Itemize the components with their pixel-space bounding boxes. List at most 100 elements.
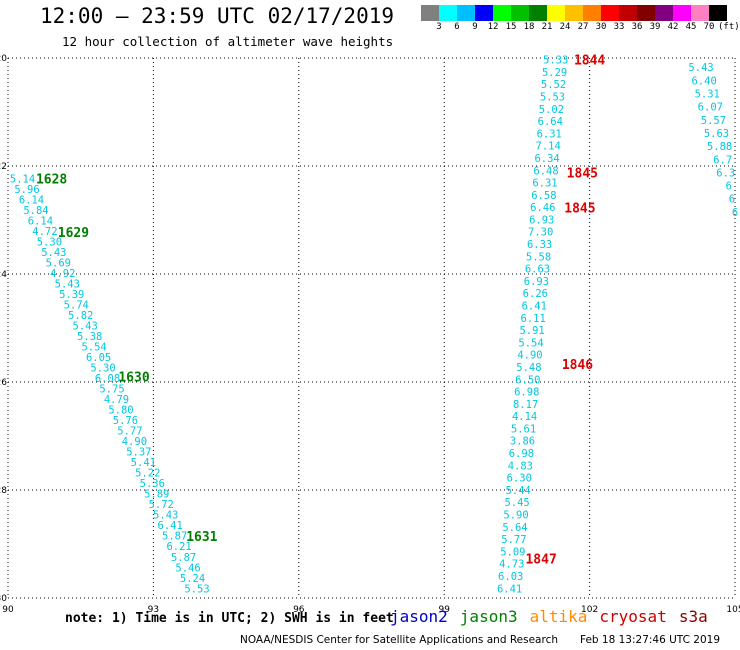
y-tick-label: -22 bbox=[0, 162, 7, 172]
swh-value: 6.40 bbox=[692, 75, 717, 87]
swh-value: 6.14 bbox=[19, 194, 44, 206]
swh-value: 5.31 bbox=[695, 88, 720, 100]
x-tick-label: 93 bbox=[148, 605, 159, 615]
swh-value: 7.30 bbox=[528, 227, 553, 239]
swh-value: 5.58 bbox=[526, 251, 551, 263]
color-swatch bbox=[547, 5, 565, 21]
color-swatch bbox=[439, 5, 457, 21]
time-label: 1631 bbox=[186, 530, 217, 545]
swh-value: 4.90 bbox=[122, 436, 147, 448]
legend-item: jason3 bbox=[459, 607, 518, 626]
swh-value: 5.09 bbox=[500, 546, 525, 558]
swh-value: 5.30 bbox=[37, 236, 62, 248]
color-scale-label: 42 bbox=[667, 22, 679, 32]
color-scale-label: 36 bbox=[631, 22, 643, 32]
swh-value: 5.22 bbox=[135, 468, 160, 480]
swh-value: 6.41 bbox=[522, 301, 547, 313]
color-swatch bbox=[709, 5, 727, 21]
swh-value: 6.07 bbox=[698, 102, 723, 114]
swh-value: 4.83 bbox=[508, 460, 533, 472]
time-label: 1629 bbox=[58, 226, 89, 241]
color-scale-label: 33 bbox=[613, 22, 625, 32]
swh-value: 6.30 bbox=[507, 473, 532, 485]
color-swatch bbox=[637, 5, 655, 21]
swh-value: 5.24 bbox=[180, 573, 205, 585]
swh-value: 5.41 bbox=[131, 457, 156, 469]
swh-value: 5.53 bbox=[540, 92, 565, 104]
swh-value: 5.87 bbox=[171, 552, 196, 564]
swh-value: 7.14 bbox=[536, 141, 561, 153]
swh-value: 5.90 bbox=[503, 510, 528, 522]
color-swatch bbox=[691, 5, 709, 21]
legend-item: altika bbox=[529, 607, 588, 626]
legend-item: cryosat bbox=[599, 607, 667, 626]
color-scale-label: 30 bbox=[595, 22, 607, 32]
swh-value: 5.43 bbox=[153, 510, 178, 522]
color-scale-label: (ft) bbox=[718, 22, 740, 32]
swh-value: 5.82 bbox=[68, 310, 93, 322]
y-tick-label: -26 bbox=[0, 378, 7, 388]
swh-value: 5.38 bbox=[77, 331, 102, 343]
swh-value: 5.48 bbox=[516, 362, 541, 374]
swh-value: 5.54 bbox=[518, 337, 543, 349]
y-tick-label: -30 bbox=[0, 594, 7, 604]
swh-value: 5.76 bbox=[113, 415, 138, 427]
color-swatch bbox=[601, 5, 619, 21]
swh-value: 5.87 bbox=[162, 531, 187, 543]
time-label: 1845 bbox=[564, 202, 595, 217]
swh-value: 5.53 bbox=[184, 583, 209, 595]
swh-value: 5.43 bbox=[688, 62, 713, 74]
swh-value: 5.14 bbox=[10, 173, 35, 185]
swh-value: 6.58 bbox=[531, 190, 556, 202]
footer-note: note: 1) Time is in UTC; 2) SWH is in fe… bbox=[65, 611, 394, 626]
swh-value: 6.05 bbox=[86, 352, 111, 364]
time-label: 1844 bbox=[574, 54, 605, 69]
color-scale-label: 9 bbox=[472, 22, 478, 32]
swh-value: 6.14 bbox=[28, 215, 53, 227]
swh-value: 6.34 bbox=[534, 153, 559, 165]
legend-item: jason2 bbox=[390, 607, 448, 626]
color-swatch bbox=[655, 5, 673, 21]
swh-value: 6.46 bbox=[530, 202, 555, 214]
color-scale-label: 70 bbox=[703, 22, 715, 32]
color-scale-label: 15 bbox=[505, 22, 517, 32]
swh-value: 6.03 bbox=[498, 571, 523, 583]
color-scale-label: 3 bbox=[436, 22, 442, 32]
swh-value: 3.86 bbox=[510, 436, 535, 448]
credit-text: NOAA/NESDIS Center for Satellite Applica… bbox=[240, 634, 558, 646]
color-swatch bbox=[511, 5, 529, 21]
color-swatch bbox=[475, 5, 493, 21]
time-label: 1845 bbox=[567, 166, 598, 181]
swh-value: 6.08 bbox=[95, 373, 120, 385]
y-tick-label: -28 bbox=[0, 486, 7, 496]
color-scale-label: 39 bbox=[649, 22, 661, 32]
color-scale-label: 45 bbox=[685, 22, 697, 32]
swh-value: 6 bbox=[726, 181, 732, 193]
swh-value: 5.77 bbox=[501, 534, 526, 546]
legend-item: s3a bbox=[678, 607, 708, 626]
swh-value: 5.84 bbox=[23, 205, 48, 217]
x-tick-label: 105 bbox=[726, 605, 740, 615]
swh-value: 5.69 bbox=[46, 257, 71, 269]
swh-value: 5.44 bbox=[506, 485, 531, 497]
legend: jason2 jason3 altika cryosat s3a bbox=[390, 607, 720, 626]
swh-value: 6.11 bbox=[521, 313, 546, 325]
swh-value: 6.50 bbox=[515, 374, 540, 386]
swh-value: 5.52 bbox=[541, 79, 566, 91]
color-swatch bbox=[565, 5, 583, 21]
swh-value: 5.80 bbox=[108, 405, 133, 417]
swh-value: 5.77 bbox=[117, 426, 142, 438]
swh-value: 6.41 bbox=[497, 583, 522, 595]
swh-value: 5.72 bbox=[149, 499, 174, 511]
time-label: 1628 bbox=[36, 172, 67, 187]
swh-value: 4.72 bbox=[32, 226, 57, 238]
swh-value: 6.21 bbox=[166, 541, 191, 553]
swh-value: 5.96 bbox=[14, 184, 39, 196]
swh-value: 5.57 bbox=[701, 115, 726, 127]
swh-value: 5.36 bbox=[140, 478, 165, 490]
swh-value: 6.98 bbox=[509, 448, 534, 460]
swh-value: 6.93 bbox=[524, 276, 549, 288]
color-scale-label: 24 bbox=[559, 22, 571, 32]
color-scale bbox=[421, 5, 727, 21]
